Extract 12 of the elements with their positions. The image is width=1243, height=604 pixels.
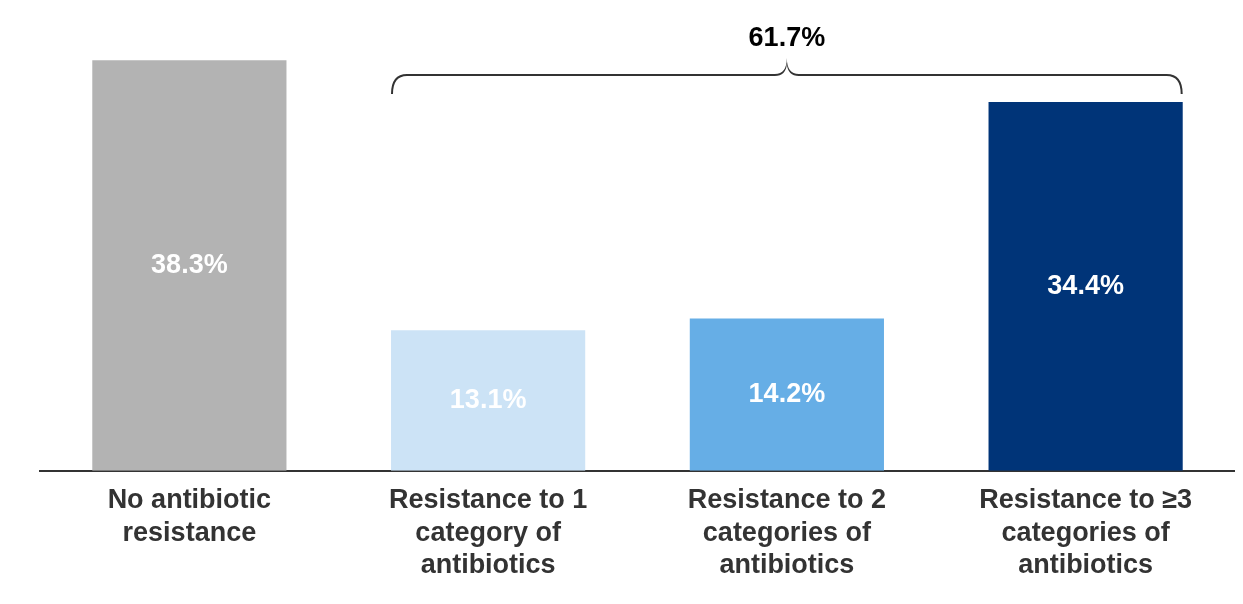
x-tick-label: Resistance to 1 category of antibiotics <box>389 484 588 580</box>
data-label: 38.3% <box>151 248 228 279</box>
bar <box>391 330 586 471</box>
x-tick-label: No antibiotic resistance <box>107 484 272 547</box>
data-label: 34.4% <box>1047 269 1124 300</box>
bar <box>92 60 287 471</box>
bar <box>689 318 884 471</box>
text: 61.7% <box>747 22 827 54</box>
data-label: 14.2% <box>748 378 826 409</box>
x-tick-label: Resistance to ≥3 categories of antibiotics <box>979 484 1193 580</box>
x-tick-label: Resistance to 2 categories of antibiotics <box>687 484 886 580</box>
bar <box>988 102 1183 471</box>
